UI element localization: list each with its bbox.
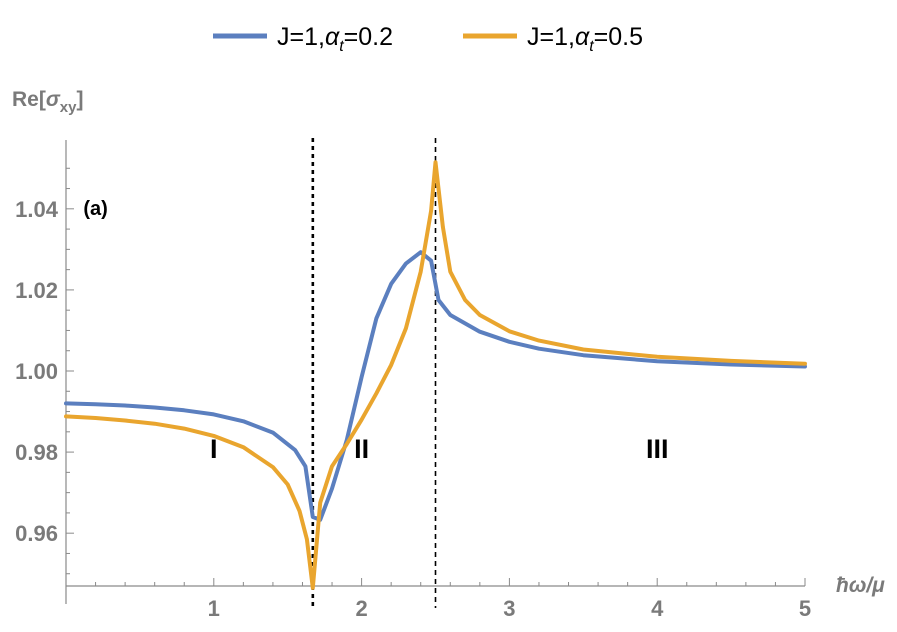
annotation-label: I (210, 434, 218, 464)
annotation-label: (a) (83, 198, 107, 220)
series-group (64, 160, 807, 590)
axes: 1 2 3 4 5 0.96 0.98 1.00 1.02 1.04 (15, 140, 811, 621)
legend-item-1: J=1,αt=0.2 (213, 23, 393, 55)
annotations: (a)I II III (83, 198, 668, 464)
annotation-label: III (646, 434, 669, 464)
y-tick-label: 1.00 (15, 359, 58, 384)
x-tick-label: 3 (503, 596, 515, 621)
legend-label: J=1,αt=0.5 (527, 23, 643, 55)
y-axis-label-close: ] (76, 88, 83, 111)
annotation-label: II (354, 434, 369, 464)
y-tick-label: 1.04 (15, 197, 59, 222)
series-line-2 (64, 160, 807, 590)
series-line-1 (64, 250, 807, 522)
y-axis-label-main: Re[ (12, 88, 46, 111)
y-axis-label-sub: xy (60, 99, 77, 116)
legend-item-2: J=1,αt=0.5 (463, 23, 643, 55)
legend: J=1,αt=0.2 J=1,αt=0.5 (213, 23, 643, 55)
y-tick-label: 1.02 (15, 278, 58, 303)
y-tick-label: 0.98 (15, 440, 58, 465)
legend-label: J=1,αt=0.2 (277, 23, 393, 55)
y-axis-label: Re[σxy] (12, 88, 83, 116)
x-tick-label: 5 (799, 596, 811, 621)
x-axis-label: ħω/μ (836, 574, 885, 597)
x-tick-label: 2 (355, 596, 367, 621)
reference-lines (311, 138, 437, 608)
y-axis-label-sigma: σ (46, 88, 61, 111)
y-tick-label: 0.96 (15, 521, 58, 546)
x-tick-label: 4 (651, 596, 664, 621)
x-tick-label: 1 (208, 596, 220, 621)
svg-text:Re[σxy]: Re[σxy] (12, 88, 83, 116)
